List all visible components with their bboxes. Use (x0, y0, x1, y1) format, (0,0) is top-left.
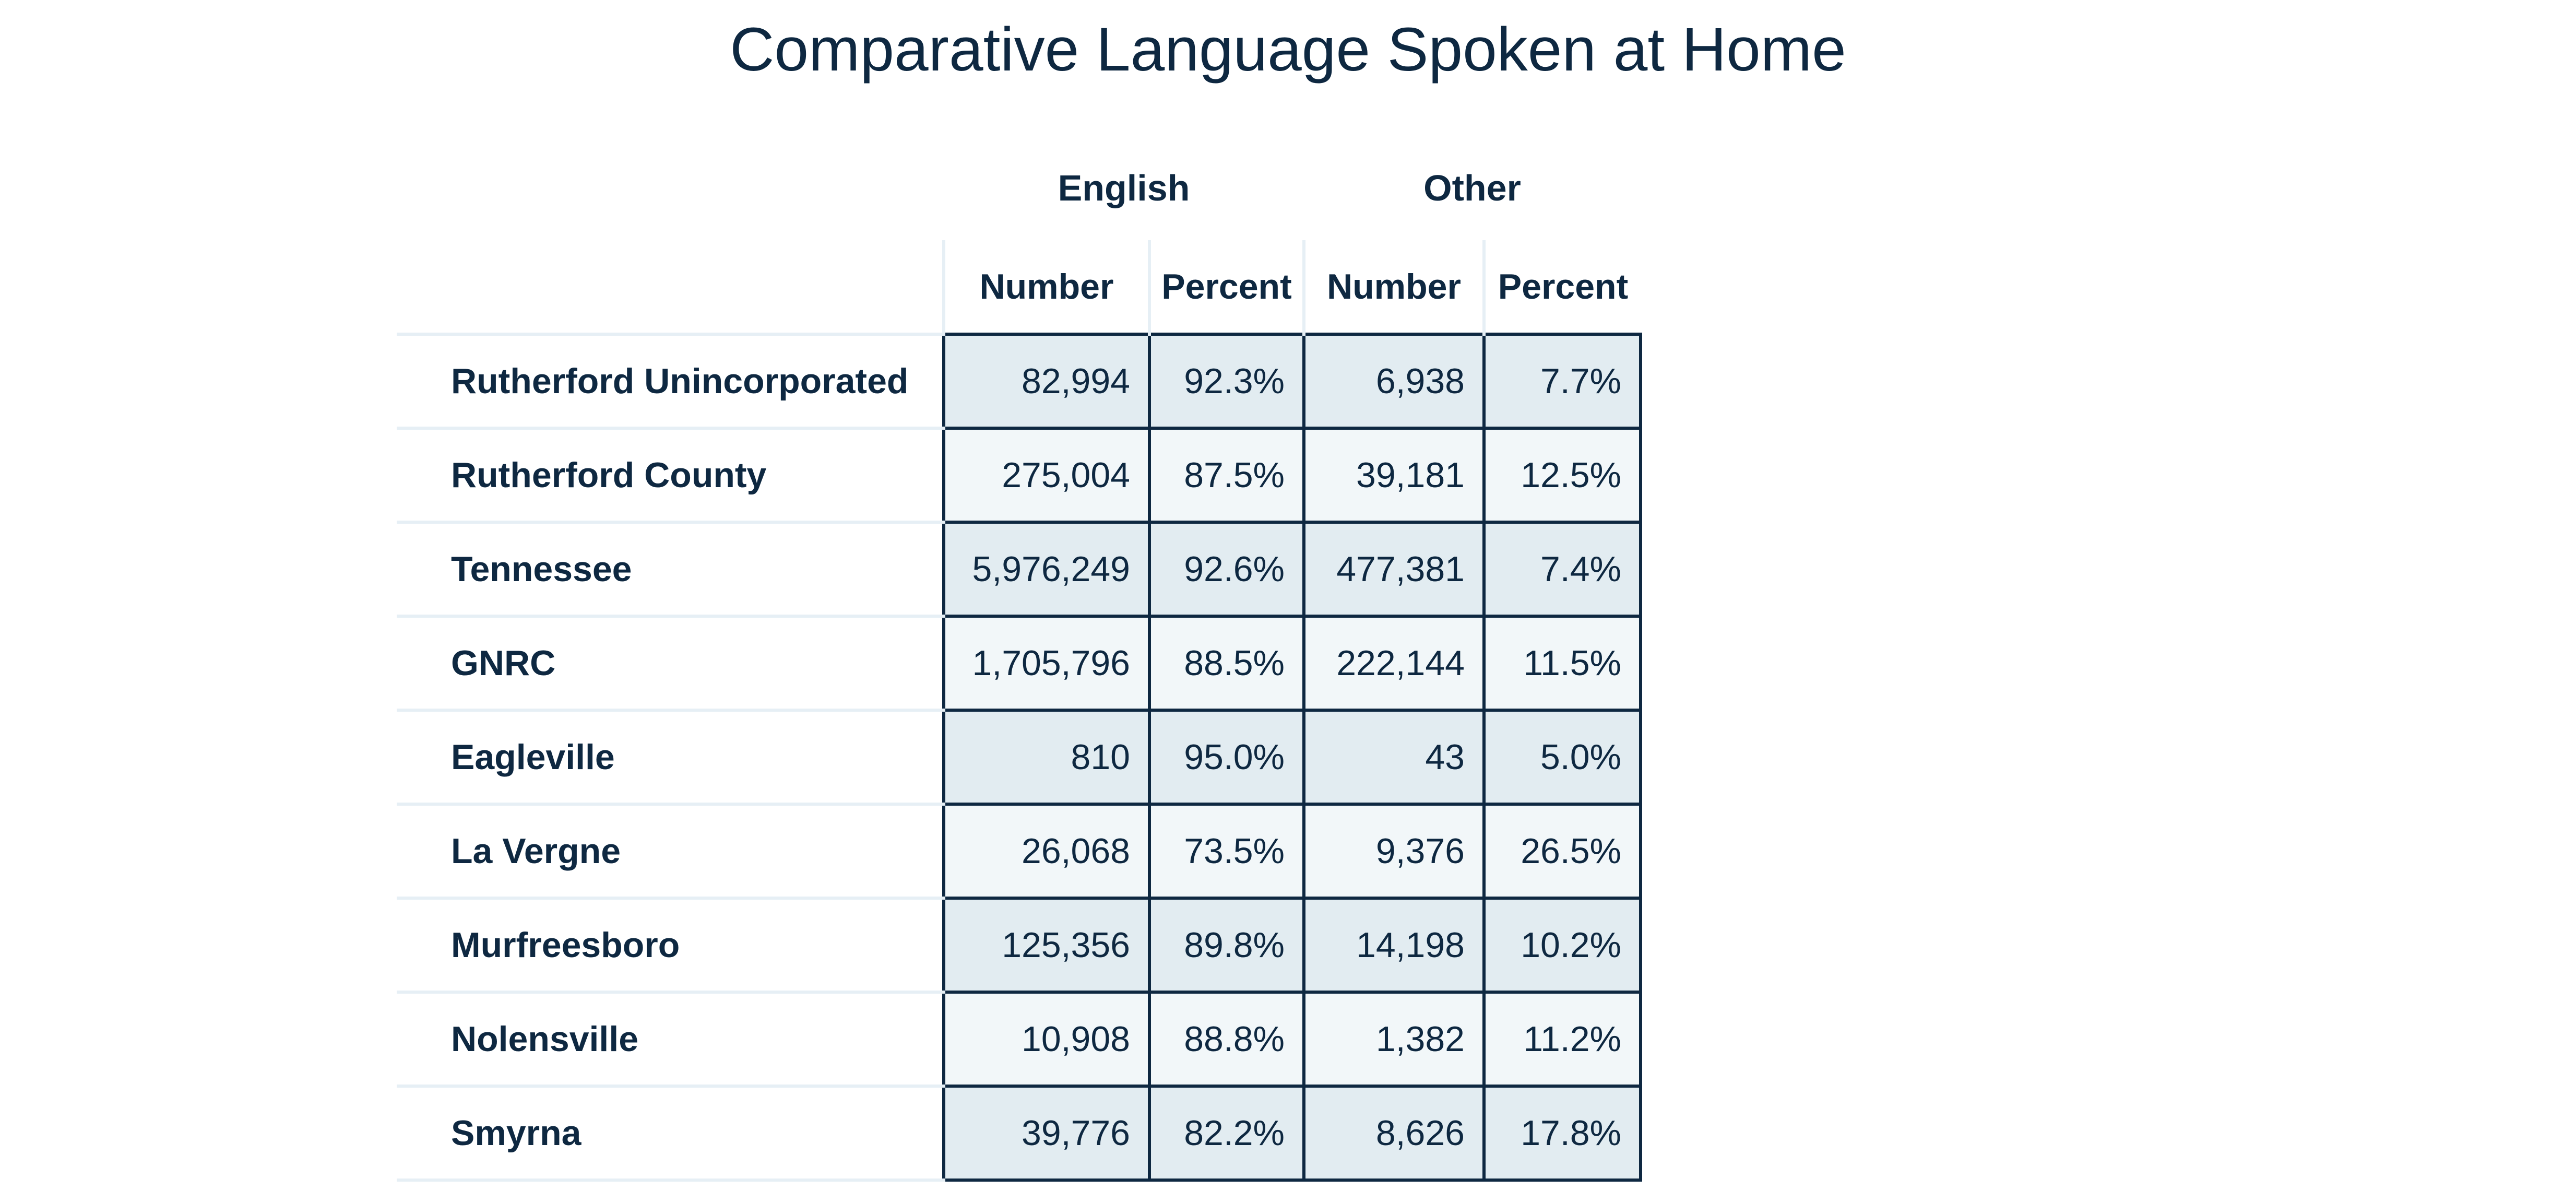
other-percent-cell: 17.8% (1482, 1085, 1642, 1182)
english-percent-cell: 88.8% (1148, 991, 1305, 1088)
english-percent-cell: 95.0% (1148, 709, 1305, 806)
english-percent-cell: 89.8% (1148, 897, 1305, 994)
group-header-english: English (1058, 168, 1190, 208)
row-label: GNRC (397, 615, 944, 712)
other-number-cell: 8,626 (1302, 1085, 1486, 1182)
table-row: GNRC 1,705,796 88.5% 222,144 11.5% (397, 615, 1642, 712)
other-percent-cell: 10.2% (1482, 897, 1642, 994)
english-number-cell: 39,776 (942, 1085, 1151, 1182)
table-row: Tennessee 5,976,249 92.6% 477,381 7.4% (397, 521, 1642, 618)
other-percent-cell: 12.5% (1482, 427, 1642, 524)
row-label: La Vergne (397, 803, 944, 900)
english-percent-cell: 92.3% (1148, 333, 1305, 430)
row-label: Eagleville (397, 709, 944, 806)
column-header-row: Number Percent Number Percent (397, 240, 1641, 334)
language-table: Number Percent Number Percent Rutherford… (397, 240, 1642, 1182)
column-header-english-percent: Percent (1148, 240, 1304, 334)
english-percent-cell: 88.5% (1148, 615, 1305, 712)
other-percent-cell: 26.5% (1482, 803, 1642, 900)
table-row: Rutherford County 275,004 87.5% 39,181 1… (397, 427, 1642, 524)
table-row: Murfreesboro 125,356 89.8% 14,198 10.2% (397, 897, 1642, 994)
row-label: Tennessee (397, 521, 944, 618)
other-number-cell: 1,382 (1302, 991, 1486, 1088)
other-number-cell: 477,381 (1302, 521, 1486, 618)
page-title: Comparative Language Spoken at Home (730, 15, 1846, 84)
table-header: Number Percent Number Percent (397, 240, 1641, 334)
table-row: Nolensville 10,908 88.8% 1,382 11.2% (397, 991, 1642, 1088)
row-label: Smyrna (397, 1085, 944, 1182)
english-number-cell: 10,908 (942, 991, 1151, 1088)
english-number-cell: 1,705,796 (942, 615, 1151, 712)
english-number-cell: 26,068 (942, 803, 1151, 900)
other-number-cell: 9,376 (1302, 803, 1486, 900)
table-body: Rutherford Unincorporated 82,994 92.3% 6… (397, 333, 1642, 1182)
english-percent-cell: 73.5% (1148, 803, 1305, 900)
other-percent-cell: 7.4% (1482, 521, 1642, 618)
other-percent-cell: 7.7% (1482, 333, 1642, 430)
group-header-other: Other (1423, 168, 1521, 208)
other-percent-cell: 11.2% (1482, 991, 1642, 1088)
english-number-cell: 275,004 (942, 427, 1151, 524)
other-number-cell: 222,144 (1302, 615, 1486, 712)
table-row: La Vergne 26,068 73.5% 9,376 26.5% (397, 803, 1642, 900)
english-number-cell: 810 (942, 709, 1151, 806)
table-row: Smyrna 39,776 82.2% 8,626 17.8% (397, 1085, 1642, 1182)
column-header-other-number: Number (1302, 240, 1484, 334)
english-percent-cell: 92.6% (1148, 521, 1305, 618)
other-percent-cell: 5.0% (1482, 709, 1642, 806)
table-row: Eagleville 810 95.0% 43 5.0% (397, 709, 1642, 806)
other-number-cell: 14,198 (1302, 897, 1486, 994)
english-number-cell: 5,976,249 (942, 521, 1151, 618)
english-number-cell: 125,356 (942, 897, 1151, 994)
table-row: Rutherford Unincorporated 82,994 92.3% 6… (397, 333, 1642, 430)
row-label-header (397, 240, 944, 334)
other-number-cell: 39,181 (1302, 427, 1486, 524)
other-percent-cell: 11.5% (1482, 615, 1642, 712)
column-header-other-percent: Percent (1482, 240, 1641, 334)
column-header-english-number: Number (942, 240, 1149, 334)
other-number-cell: 6,938 (1302, 333, 1486, 430)
row-label: Nolensville (397, 991, 944, 1088)
row-label: Rutherford County (397, 427, 944, 524)
english-percent-cell: 87.5% (1148, 427, 1305, 524)
other-number-cell: 43 (1302, 709, 1486, 806)
english-percent-cell: 82.2% (1148, 1085, 1305, 1182)
english-number-cell: 82,994 (942, 333, 1151, 430)
row-label: Rutherford Unincorporated (397, 333, 944, 430)
row-label: Murfreesboro (397, 897, 944, 994)
